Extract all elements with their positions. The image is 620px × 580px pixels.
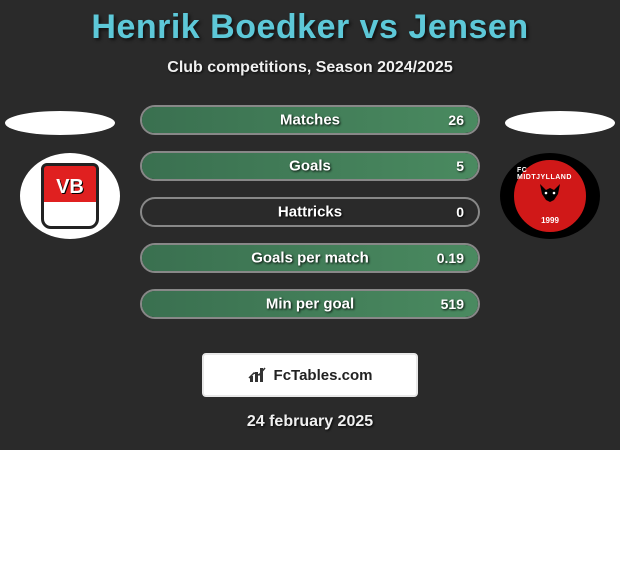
left-player-placeholder [5, 111, 115, 135]
stat-label: Goals per match [251, 250, 369, 267]
stat-label: Goals [289, 158, 331, 175]
right-club-badge: FC MIDTJYLLAND 1999 [500, 153, 600, 239]
subtitle: Club competitions, Season 2024/2025 [0, 59, 620, 77]
left-badge-shield: VB [41, 163, 99, 229]
stat-value-right: 0 [456, 204, 464, 220]
stats-area: VB FC MIDTJYLLAND 1999 Matches 26 Goals 5 Ha… [0, 105, 620, 335]
stat-value-right: 519 [441, 296, 464, 312]
stat-row: Hattricks 0 [140, 197, 480, 227]
right-badge-circle: FC MIDTJYLLAND 1999 [500, 153, 600, 239]
right-badge-disc: FC MIDTJYLLAND 1999 [514, 160, 586, 232]
stat-label: Min per goal [266, 296, 354, 313]
stat-value-right: 26 [448, 112, 464, 128]
stat-rows: Matches 26 Goals 5 Hattricks 0 Goals per match… [140, 105, 480, 335]
stat-row: Min per goal 519 [140, 289, 480, 319]
chart-icon [248, 366, 268, 384]
right-player-placeholder [505, 111, 615, 135]
left-badge-text: VB [44, 176, 96, 199]
stat-row: Matches 26 [140, 105, 480, 135]
stat-value-right: 0.19 [437, 250, 464, 266]
date-line: 24 february 2025 [0, 413, 620, 431]
wolf-icon [536, 182, 564, 211]
page-title: Henrik Boedker vs Jensen [0, 0, 620, 47]
main-card: Henrik Boedker vs Jensen Club competitio… [0, 0, 620, 450]
stat-value-right: 5 [456, 158, 464, 174]
left-badge-circle: VB [20, 153, 120, 239]
watermark: FcTables.com [202, 353, 418, 397]
stat-row: Goals per match 0.19 [140, 243, 480, 273]
right-badge-year: 1999 [541, 216, 559, 225]
stat-label: Hattricks [278, 204, 342, 221]
watermark-text: FcTables.com [274, 367, 373, 384]
left-club-badge: VB [20, 153, 120, 239]
page-whitespace [0, 450, 620, 580]
right-badge-arc: FC MIDTJYLLAND [517, 167, 583, 181]
stat-row: Goals 5 [140, 151, 480, 181]
stat-label: Matches [280, 112, 340, 129]
